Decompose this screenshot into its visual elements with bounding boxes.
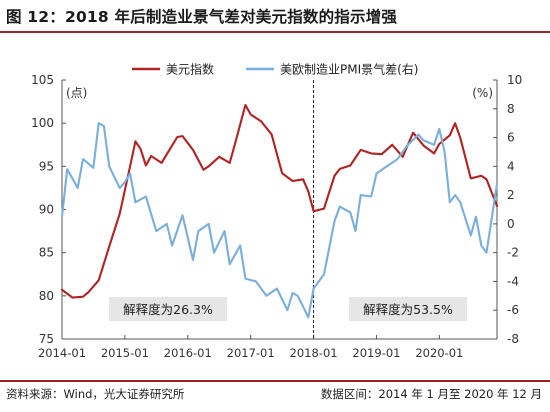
right-tick-label: 8 — [507, 102, 515, 116]
data-range-note: 数据区间：2014 年 1 月至 2020 年 12 月 — [320, 387, 542, 401]
x-tick-label: 2020-01 — [415, 346, 463, 360]
left-tick-label: 95 — [39, 159, 54, 173]
series-line-pmi-gap — [60, 122, 499, 319]
left-tick-label: 80 — [39, 289, 54, 303]
right-tick-label: 4 — [507, 159, 515, 173]
right-axis-label: (%) — [472, 86, 493, 100]
source-note: 资料来源：Wind，光大证券研究所 — [6, 387, 185, 401]
x-tick-label: 2017-01 — [227, 346, 275, 360]
left-tick-label: 105 — [31, 73, 54, 87]
annotation-box — [349, 297, 467, 321]
title-rule — [0, 31, 550, 33]
left-tick-label: 85 — [39, 246, 54, 260]
right-tick-label: -4 — [507, 274, 519, 288]
right-tick-label: -8 — [507, 332, 519, 346]
right-tick-label: 0 — [507, 217, 515, 231]
left-tick-label: 90 — [39, 203, 54, 217]
left-tick-label: 75 — [39, 332, 54, 346]
left-tick-label: 100 — [31, 116, 54, 130]
figure-title: 图 12：2018 年后制造业景气差对美元指数的指示增强 — [6, 8, 398, 26]
annotation-text: 解释度为53.5% — [363, 302, 453, 317]
legend-label: 美欧制造业PMI景气差(右) — [280, 62, 419, 77]
right-tick-label: 6 — [507, 131, 515, 145]
right-tick-label: 10 — [507, 73, 522, 87]
right-tick-label: 2 — [507, 188, 515, 202]
x-tick-label: 2016-01 — [164, 346, 212, 360]
line-chart: 75 80 85 90 95 100 105 -8 -6 -4 -2 0 2 4 6 8 10 2014-01 20… — [31, 62, 522, 361]
left-axis-label: (点) — [66, 86, 87, 100]
series-line-dollar-index — [60, 103, 499, 299]
right-tick-label: -6 — [507, 303, 519, 317]
annotation-text: 解释度为26.3% — [123, 302, 213, 317]
annotation-box — [109, 297, 227, 321]
x-tick-label: 2015-01 — [101, 346, 149, 360]
right-tick-label: -2 — [507, 246, 519, 260]
x-tick-label: 2019-01 — [352, 346, 400, 360]
legend-label: 美元指数 — [166, 62, 214, 77]
x-tick-label: 2014-01 — [38, 346, 86, 360]
x-tick-label: 2018-01 — [290, 346, 338, 360]
source-rule — [0, 380, 550, 382]
